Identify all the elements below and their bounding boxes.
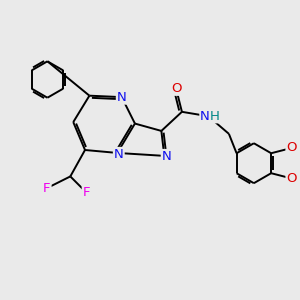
Text: N: N bbox=[162, 150, 172, 163]
Text: O: O bbox=[171, 82, 181, 95]
Text: N: N bbox=[117, 91, 127, 103]
Text: H: H bbox=[210, 110, 220, 123]
Text: O: O bbox=[286, 172, 297, 185]
Text: F: F bbox=[83, 186, 90, 199]
Text: N: N bbox=[114, 148, 124, 161]
Text: O: O bbox=[286, 141, 297, 154]
Text: F: F bbox=[43, 182, 51, 195]
Text: N: N bbox=[200, 110, 210, 123]
